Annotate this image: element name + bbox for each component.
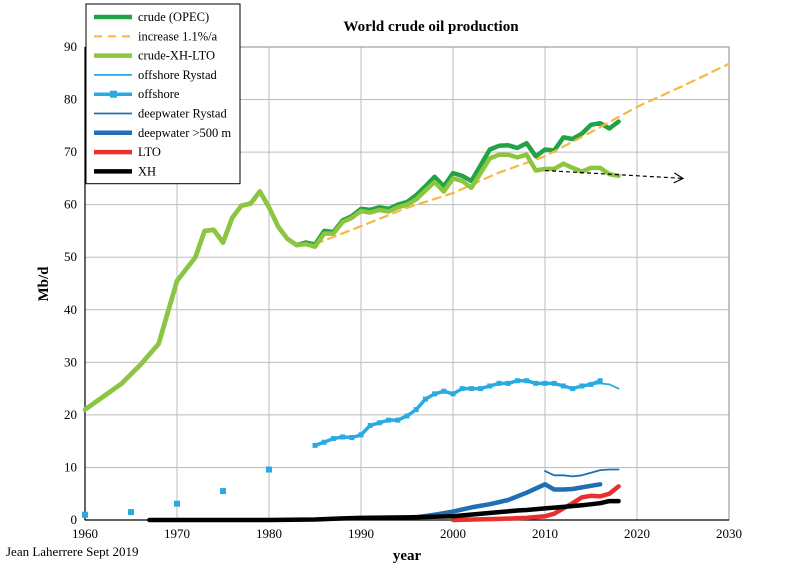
offshore-marker xyxy=(266,466,272,473)
offshore-marker xyxy=(478,386,484,392)
x-tick-label: 1980 xyxy=(256,526,282,541)
offshore-marker xyxy=(514,378,520,384)
trend-arrow-line xyxy=(544,169,684,179)
offshore-marker xyxy=(496,380,502,386)
offshore-marker xyxy=(542,380,548,386)
credit-text: Jean Laherrere Sept 2019 xyxy=(6,544,138,559)
offshore-marker xyxy=(597,378,603,384)
chart-title: World crude oil production xyxy=(343,19,519,35)
offshore-marker xyxy=(358,432,364,438)
y-axis-label: Mb/d xyxy=(36,266,52,302)
offshore-marker xyxy=(505,380,511,386)
offshore-marker xyxy=(450,391,456,397)
offshore-marker xyxy=(330,436,336,442)
offshore-marker xyxy=(551,380,557,386)
y-tick-label: 90 xyxy=(64,39,77,54)
x-tick-label: 2030 xyxy=(716,526,742,541)
offshore-marker xyxy=(321,439,327,445)
y-tick-label: 10 xyxy=(64,459,77,474)
y-tick-label: 30 xyxy=(64,354,77,369)
legend-marker-offshore xyxy=(110,90,117,98)
offshore-marker xyxy=(220,488,226,495)
legend-label-deepwater-rystad: deepwater Rystad xyxy=(138,107,227,121)
offshore-marker xyxy=(459,386,465,392)
legend-label-lto: LTO xyxy=(138,145,161,159)
offshore-marker xyxy=(524,378,530,384)
deepwater-rystad-line xyxy=(544,468,620,478)
legend-label-crude-xh-lto: crude-XH-LTO xyxy=(138,49,215,63)
y-tick-label: 40 xyxy=(64,302,77,317)
offshore-marker xyxy=(395,417,401,423)
x-tick-label: 2010 xyxy=(532,526,558,541)
increase-1-1-a-line xyxy=(313,62,731,246)
legend-label-increase-1-1-a: increase 1.1%/a xyxy=(138,29,218,43)
annotations xyxy=(544,169,685,184)
legend-label-crude-opec: crude (OPEC) xyxy=(138,10,209,24)
offshore-marker xyxy=(340,434,346,440)
x-tick-label: 1970 xyxy=(164,526,190,541)
x-tick-label: 2020 xyxy=(624,526,650,541)
xh-line xyxy=(147,498,621,523)
offshore-marker xyxy=(441,388,447,394)
offshore-marker xyxy=(468,386,474,392)
y-tick-label: 80 xyxy=(64,92,77,107)
offshore-marker xyxy=(376,420,382,426)
y-tick-label: 60 xyxy=(64,197,77,212)
legend-label-offshore: offshore xyxy=(138,87,180,101)
y-tick-label: 50 xyxy=(64,249,77,264)
x-axis-label: year xyxy=(393,548,422,564)
offshore-marker xyxy=(588,381,594,387)
legend-label-offshore-rystad: offshore Rystad xyxy=(138,68,218,82)
offshore-marker xyxy=(422,396,428,402)
offshore-marker xyxy=(349,434,355,440)
offshore-marker xyxy=(174,500,180,507)
y-tick-label: 20 xyxy=(64,407,77,422)
offshore-marker xyxy=(432,391,438,397)
x-tick-label: 2000 xyxy=(440,526,466,541)
offshore-marker xyxy=(533,380,539,386)
offshore-marker xyxy=(404,413,410,419)
offshore-line xyxy=(314,378,601,448)
offshore-marker xyxy=(413,407,419,413)
y-tick-label: 70 xyxy=(64,144,77,159)
offshore-marker xyxy=(128,509,134,516)
offshore-marker xyxy=(560,383,566,389)
offshore-marker xyxy=(82,511,88,518)
legend-label-xh: XH xyxy=(138,164,156,178)
x-tick-label: 1960 xyxy=(72,526,98,541)
y-tick-label: 0 xyxy=(71,512,78,527)
offshore-marker xyxy=(579,383,585,389)
x-tick-label: 1990 xyxy=(348,526,374,541)
offshore-marker xyxy=(386,417,392,423)
axes: 1960 1970 1980 1990 2000 2010 2020 203001020304… xyxy=(64,39,742,541)
crude-xh-lto-line xyxy=(82,152,621,412)
legend-label-deepwater-500-m: deepwater >500 m xyxy=(138,126,231,140)
trend-arrow-head xyxy=(673,172,685,184)
series-layer xyxy=(82,62,731,523)
offshore-marker xyxy=(487,383,493,389)
offshore-marker xyxy=(367,422,373,428)
offshore-marker xyxy=(570,386,576,392)
deepwater-500-m-line xyxy=(413,482,603,520)
offshore-marker xyxy=(312,442,318,448)
legend: crude (OPEC) increase 1.1%/a crude-XH-LTO o… xyxy=(85,3,241,185)
